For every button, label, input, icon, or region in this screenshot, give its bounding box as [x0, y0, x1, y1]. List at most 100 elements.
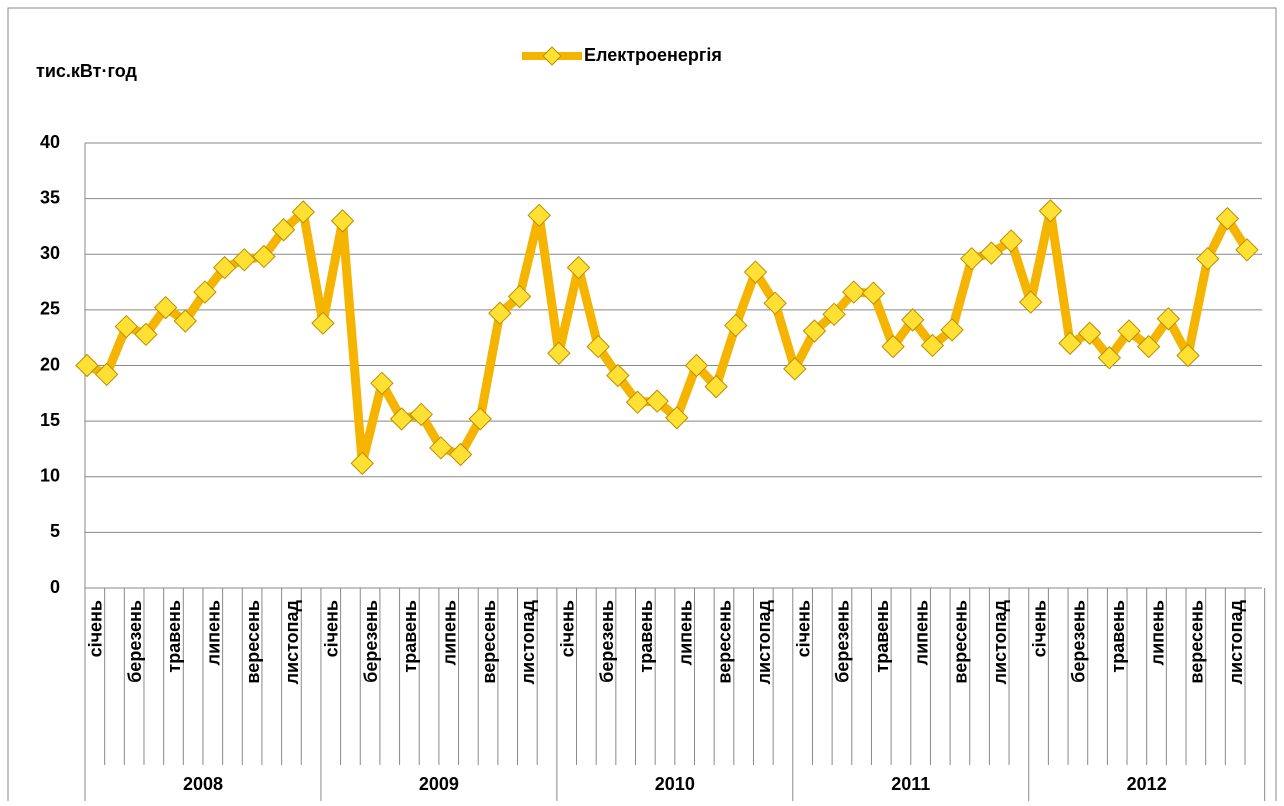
point-marker	[1156, 307, 1181, 331]
point-marker	[311, 311, 335, 335]
point-marker	[940, 318, 964, 342]
point-marker	[94, 362, 119, 387]
y-tick-label: 15	[40, 410, 60, 430]
point-marker	[783, 357, 807, 381]
point-marker	[842, 280, 866, 304]
point-marker	[1117, 319, 1141, 343]
point-marker	[684, 353, 709, 378]
point-marker	[291, 200, 315, 224]
point-marker	[1235, 238, 1259, 262]
x-tick-label: липень	[911, 600, 931, 665]
point-marker	[75, 353, 99, 378]
point-marker	[566, 255, 591, 280]
point-marker	[153, 295, 178, 320]
point-marker	[134, 322, 158, 347]
point-marker	[173, 309, 198, 333]
point-marker	[527, 203, 551, 228]
x-tick-label: липень	[1147, 600, 1167, 665]
point-marker	[586, 334, 610, 359]
x-tick-label: травень	[1108, 600, 1128, 673]
x-tick-label: січень	[86, 600, 106, 657]
x-tick-label: січень	[557, 600, 577, 657]
group-label: 2010	[655, 774, 695, 794]
x-tick-label: березень	[125, 600, 145, 683]
x-tick-label: травень	[636, 600, 656, 673]
x-tick-label: вересень	[1187, 600, 1207, 684]
x-tick-label: липень	[204, 600, 224, 665]
y-tick-label: 20	[40, 354, 60, 374]
point-marker	[212, 255, 237, 280]
point-marker	[1097, 346, 1122, 370]
point-marker	[547, 341, 571, 365]
x-tick-label: листопад	[1226, 599, 1246, 684]
point-marker	[1058, 331, 1082, 355]
point-marker	[802, 319, 827, 343]
x-tick-label: травень	[164, 600, 184, 673]
y-tick-label: 40	[40, 132, 60, 152]
point-marker	[271, 218, 296, 242]
y-tick-label: 5	[50, 521, 60, 541]
point-marker	[625, 390, 650, 414]
legend-label: Електроенергія	[584, 45, 722, 65]
x-tick-label: листопад	[990, 599, 1010, 684]
x-tick-label: вересень	[243, 600, 263, 684]
point-marker	[252, 244, 276, 269]
point-marker	[468, 407, 492, 431]
point-marker	[350, 451, 374, 476]
group-label: 2011	[891, 774, 930, 794]
point-marker	[1078, 321, 1102, 345]
x-tick-label: січень	[793, 600, 813, 657]
point-marker	[1038, 199, 1063, 223]
point-marker	[409, 402, 433, 427]
x-tick-label: листопад	[518, 599, 538, 684]
point-marker	[704, 374, 728, 399]
point-marker	[960, 246, 984, 271]
point-marker	[1195, 246, 1220, 271]
group-label: 2008	[183, 774, 223, 794]
y-tick-label: 0	[50, 577, 60, 597]
x-tick-label: січень	[1029, 600, 1049, 657]
point-marker	[979, 241, 1004, 265]
point-marker	[724, 313, 748, 338]
x-tick-label: листопад	[754, 599, 774, 684]
x-tick-label: липень	[439, 600, 459, 665]
x-tick-label: травень	[400, 600, 420, 673]
point-marker	[1215, 206, 1240, 231]
point-marker	[743, 260, 768, 284]
x-tick-label: вересень	[479, 600, 499, 684]
point-marker	[389, 407, 414, 431]
point-marker	[881, 334, 905, 359]
point-marker	[193, 280, 217, 304]
x-tick-label: травень	[872, 600, 892, 673]
group-label: 2012	[1127, 774, 1167, 794]
point-marker	[370, 371, 394, 396]
point-marker	[1176, 343, 1200, 368]
point-marker	[763, 291, 787, 315]
x-tick-label: березень	[833, 600, 853, 683]
x-tick-label: березень	[361, 600, 381, 683]
x-tick-label: березень	[597, 600, 617, 683]
x-tick-label: липень	[675, 600, 695, 665]
point-marker	[920, 333, 945, 358]
point-marker	[448, 442, 473, 467]
point-marker	[1019, 290, 1043, 314]
x-tick-label: листопад	[282, 599, 302, 684]
y-tick-label: 30	[40, 243, 60, 263]
x-tick-label: вересень	[715, 600, 735, 684]
point-marker	[606, 363, 630, 388]
y-tick-label: 25	[40, 299, 60, 319]
point-marker	[645, 389, 669, 413]
group-label: 2009	[419, 774, 459, 794]
legend-marker	[542, 46, 562, 66]
y-tick-label: 10	[40, 466, 60, 486]
y-tick-label: 35	[40, 187, 60, 207]
point-marker	[665, 406, 689, 430]
point-marker	[822, 302, 846, 327]
point-marker	[330, 209, 355, 233]
point-marker	[488, 301, 512, 325]
y-axis-label: тис.кВт·год	[36, 61, 137, 81]
point-marker	[114, 314, 139, 339]
point-marker	[901, 308, 925, 332]
point-marker	[429, 436, 453, 460]
